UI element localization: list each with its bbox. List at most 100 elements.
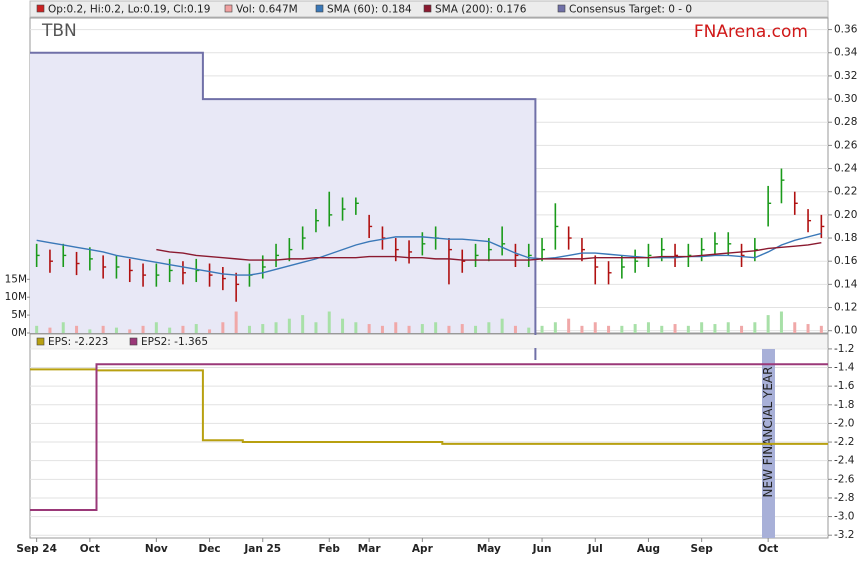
- volume-bar: [128, 329, 132, 333]
- volume-bar: [208, 329, 212, 333]
- volume-bar: [247, 325, 251, 333]
- volume-bar: [434, 322, 438, 333]
- volume-bar: [726, 322, 730, 333]
- legend-label: SMA (200): 0.176: [435, 4, 527, 16]
- legend-label: EPS2: -1.365: [141, 336, 208, 348]
- legend-strip: [31, 335, 827, 348]
- volume-bar: [327, 311, 331, 333]
- legend-swatch: [557, 4, 566, 13]
- y-tick-label: -2.4: [834, 455, 855, 467]
- volume-bar: [527, 327, 531, 333]
- volume-tick-label: 15M: [5, 273, 27, 285]
- watermark: FNArena.com: [694, 22, 808, 42]
- volume-bar: [88, 329, 92, 333]
- volume-bar: [713, 324, 717, 333]
- volume-bar: [766, 315, 770, 333]
- y-tick-label: -1.2: [834, 343, 855, 355]
- legend-swatch: [224, 4, 233, 13]
- volume-bar: [367, 324, 371, 333]
- legend-swatch: [36, 4, 45, 13]
- legend-label: EPS: -2.223: [48, 336, 108, 348]
- volume-bar: [474, 325, 478, 333]
- y-tick-label: -2.0: [834, 417, 855, 429]
- volume-bar: [593, 322, 597, 333]
- volume-bar: [753, 322, 757, 333]
- volume-bar: [341, 318, 345, 333]
- financial-year-label: NEW FINANCIAL YEAR: [761, 367, 775, 498]
- volume-bar: [154, 322, 158, 333]
- y-tick-label: 0.10: [834, 325, 857, 337]
- volume-bar: [354, 322, 358, 333]
- legend-label: Op:0.2, Hi:0.2, Lo:0.19, Cl:0.19: [48, 4, 210, 16]
- volume-bar: [567, 318, 571, 333]
- y-tick-label: 0.28: [834, 116, 857, 128]
- x-tick-label: Jan 25: [243, 543, 281, 555]
- volume-bar: [141, 325, 145, 333]
- volume-bar: [194, 324, 198, 333]
- y-tick-label: -3.2: [834, 529, 855, 541]
- x-tick-label: Oct: [758, 543, 778, 555]
- y-tick-label: -1.4: [834, 362, 855, 374]
- volume-bar: [35, 325, 39, 333]
- volume-bar: [394, 322, 398, 333]
- volume-bar: [700, 322, 704, 333]
- y-tick-label: -3.0: [834, 511, 855, 523]
- volume-bar: [646, 322, 650, 333]
- y-tick-label: 0.34: [834, 47, 858, 59]
- x-tick-label: Jun: [532, 543, 552, 555]
- volume-tick-label: 0M: [11, 327, 27, 339]
- volume-tick-label: 10M: [5, 291, 27, 303]
- x-tick-label: Apr: [412, 543, 434, 555]
- y-tick-label: -1.8: [834, 399, 855, 411]
- volume-tick-label: 5M: [11, 309, 27, 321]
- x-tick-label: Oct: [80, 543, 100, 555]
- x-tick-label: Mar: [358, 543, 382, 555]
- x-tick-label: Feb: [319, 543, 341, 555]
- volume-bar: [114, 327, 118, 333]
- volume-bar: [274, 322, 278, 333]
- volume-bar: [168, 327, 172, 333]
- y-tick-label: 0.24: [834, 163, 858, 175]
- volume-bar: [75, 325, 79, 333]
- volume-bar: [380, 325, 384, 333]
- x-tick-label: Jul: [587, 543, 603, 555]
- y-tick-label: 0.14: [834, 278, 858, 290]
- y-tick-label: 0.32: [834, 70, 857, 82]
- y-tick-label: 0.18: [834, 232, 857, 244]
- volume-bar: [686, 325, 690, 333]
- legend-label: Vol: 0.647M: [236, 4, 298, 16]
- series-line: [156, 241, 822, 261]
- volume-bar: [779, 311, 783, 333]
- y-tick-label: -1.6: [834, 380, 855, 392]
- volume-bar: [740, 325, 744, 333]
- y-tick-label: 0.36: [834, 24, 858, 36]
- volume-bar: [607, 325, 611, 333]
- legend-swatch: [36, 337, 45, 346]
- volume-bar: [61, 322, 65, 333]
- volume-bar: [540, 325, 544, 333]
- volume-bar: [314, 322, 318, 333]
- volume-bar: [580, 325, 584, 333]
- series-line: [30, 363, 828, 512]
- x-tick-label: Aug: [637, 543, 660, 555]
- y-tick-label: 0.20: [834, 209, 857, 221]
- series-line: [30, 368, 828, 445]
- x-tick-label: Dec: [199, 543, 221, 555]
- volume-bar: [48, 327, 52, 333]
- x-tick-label: May: [477, 543, 501, 555]
- volume-bar: [819, 325, 823, 333]
- y-tick-label: -2.2: [834, 436, 855, 448]
- y-tick-label: -2.8: [834, 492, 855, 504]
- legend-swatch: [129, 337, 138, 346]
- volume-bar: [101, 325, 105, 333]
- volume-bar: [420, 324, 424, 333]
- volume-bar: [500, 318, 504, 333]
- volume-bar: [460, 324, 464, 333]
- volume-bar: [221, 322, 225, 333]
- ticker-title: TBN: [41, 21, 77, 41]
- volume-bar: [660, 325, 664, 333]
- legend-label: SMA (60): 0.184: [327, 4, 412, 16]
- volume-bar: [407, 325, 411, 333]
- legend-label: Consensus Target: 0 - 0: [569, 4, 692, 16]
- eps-panel-frame: [29, 333, 829, 539]
